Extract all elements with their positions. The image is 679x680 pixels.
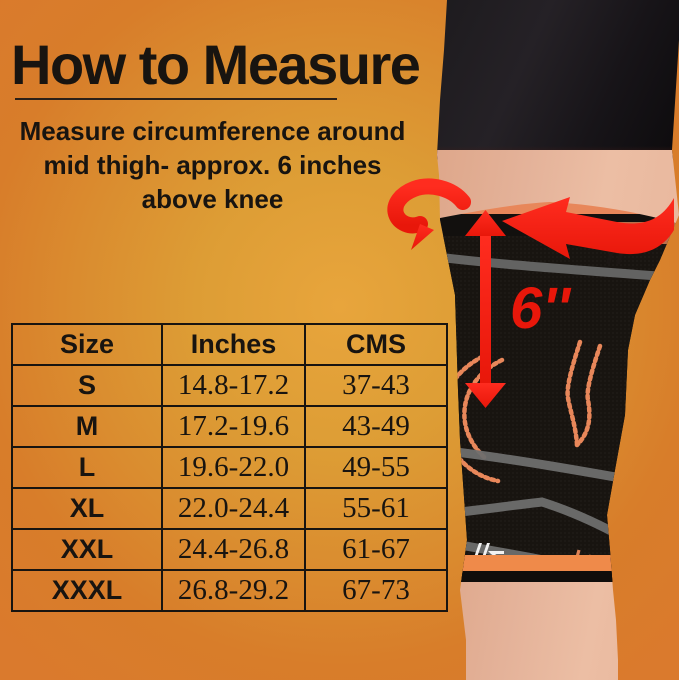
- svg-text:6'': 6'': [510, 276, 572, 341]
